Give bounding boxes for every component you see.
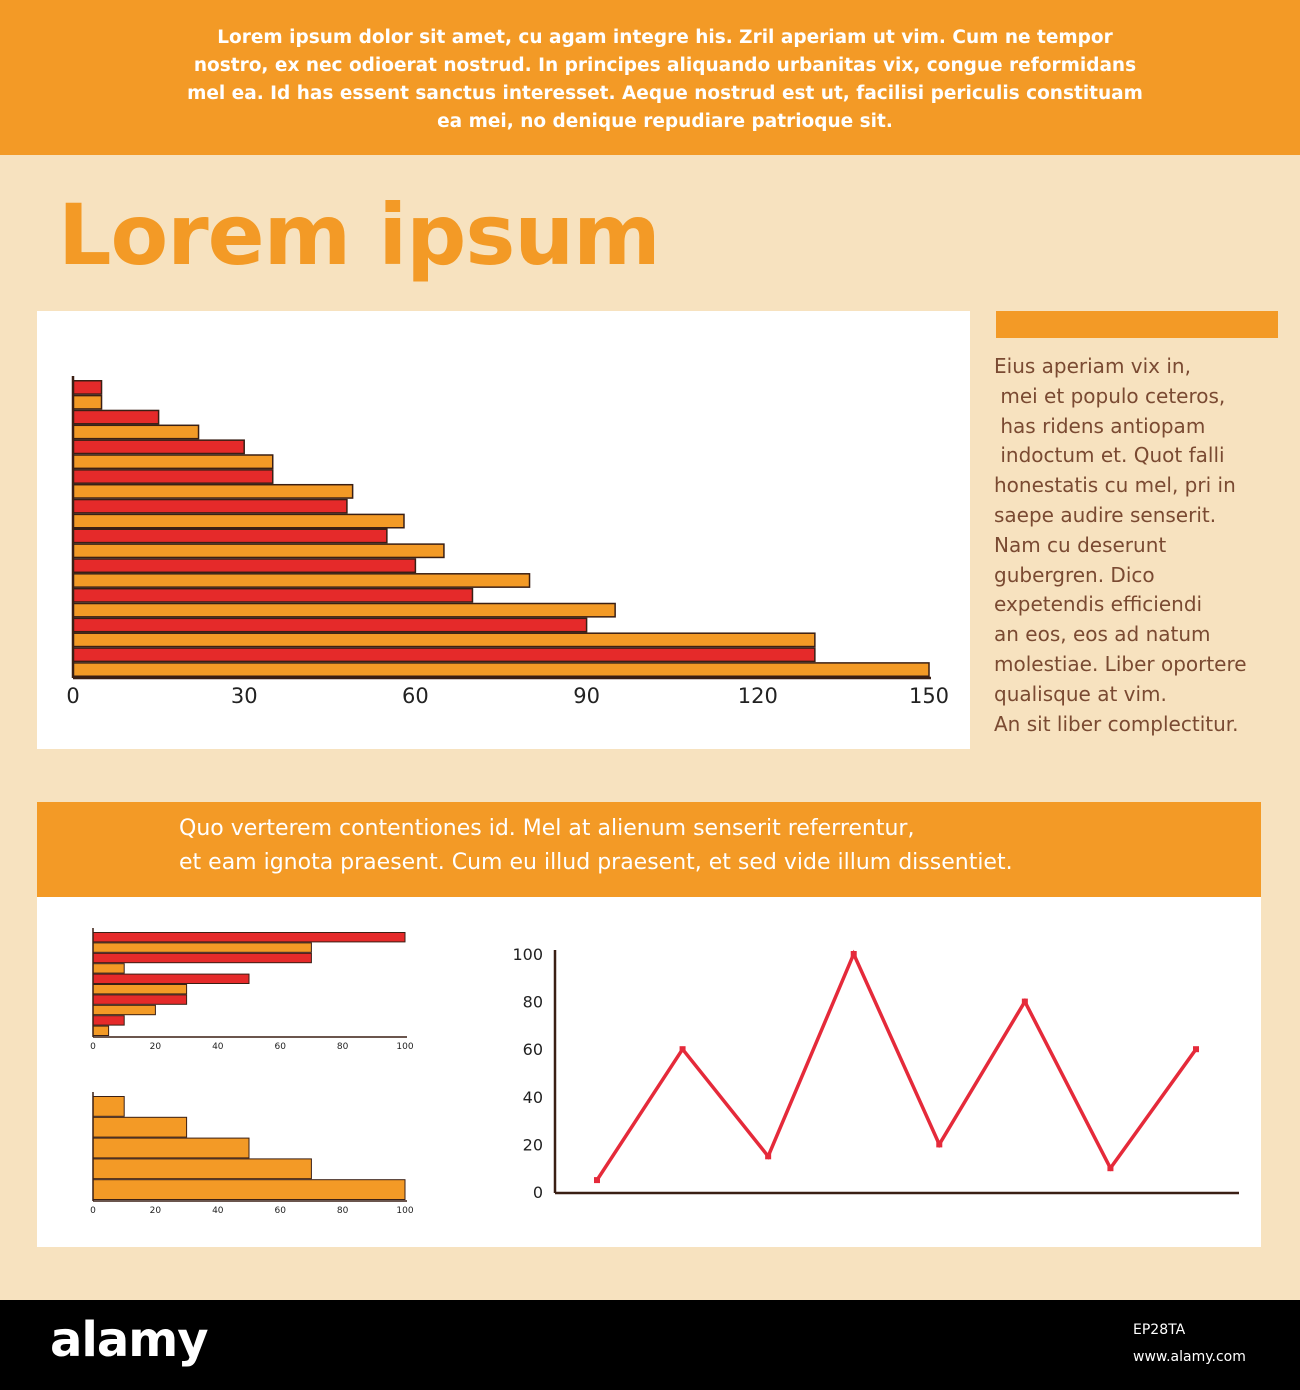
sidebar-line: has ridens antiopam (994, 413, 1206, 438)
bar (72, 454, 274, 470)
mid-banner (37, 802, 1261, 897)
data-point (850, 951, 857, 957)
y-tick-label: 60 (523, 1040, 543, 1059)
x-tick-label: 40 (212, 1206, 224, 1216)
small-bar-chart-top: 0 20 40 60 80 100 (90, 928, 414, 1052)
sidebar-line: An sit liber complectitur. (994, 711, 1239, 736)
x-tick-label: 40 (212, 1042, 224, 1052)
sidebar-line: Eius aperiam vix in, (994, 354, 1191, 378)
bar (92, 952, 312, 964)
sidebar-accent-bar (996, 311, 1278, 338)
sidebar-line: an eos, eos ad natum (994, 622, 1211, 647)
bar (92, 1096, 125, 1117)
x-tick-label: 30 (231, 684, 258, 708)
footer-logo: alamy (50, 1312, 209, 1368)
sidebar-line: honestatis cu mel, pri in (994, 473, 1236, 498)
x-tick-label: 60 (402, 684, 429, 708)
x-tick-label: 120 (738, 684, 778, 708)
data-point (936, 1141, 943, 1148)
series-line (595, 949, 1198, 1182)
x-tick-label: 0 (90, 1042, 96, 1052)
mid-banner-line-1: Quo verterem contentiones id. Mel at ali… (179, 816, 915, 841)
bar (92, 984, 188, 995)
bar (92, 1179, 406, 1200)
bar (92, 994, 188, 1005)
bar (72, 380, 103, 395)
sidebar-line: gubergren. Dico (994, 562, 1155, 587)
bar (72, 483, 354, 499)
sidebar-text: Eius aperiam vix in, mei et populo ceter… (994, 352, 1294, 739)
bar (72, 424, 200, 440)
banner-text: Lorem ipsum dolor sit amet, cu agam inte… (187, 27, 1143, 132)
data-point (765, 1153, 772, 1160)
bar (72, 543, 445, 559)
bar (92, 1015, 125, 1026)
x-tick-label: 60 (274, 1042, 286, 1052)
bar (72, 513, 405, 529)
sidebar-line: expetendis efficiendi (994, 592, 1203, 617)
x-tick-label: 20 (150, 1042, 162, 1052)
bar (72, 558, 417, 574)
bar (72, 602, 616, 618)
bar (92, 1137, 250, 1159)
y-tick-label: 20 (523, 1135, 543, 1154)
x-tick-label: 0 (90, 1206, 96, 1216)
y-tick-label: 40 (523, 1088, 543, 1107)
x-tick-label: 100 (396, 1206, 413, 1216)
x-tick-label: 0 (66, 684, 79, 708)
sidebar-line: mei et populo ceteros, (994, 383, 1226, 408)
data-point (679, 1046, 686, 1053)
bar (72, 647, 816, 663)
bar (72, 439, 245, 455)
bar (92, 1025, 110, 1036)
small-bar-chart-bottom: 0 20 40 60 80 100 (90, 1092, 414, 1216)
data-point (1021, 998, 1028, 1005)
data-point (594, 1177, 600, 1184)
x-tick-label: 150 (909, 684, 949, 708)
bar (92, 1158, 312, 1180)
sidebar-line: indoctum et. Quot falli (994, 443, 1225, 468)
sidebar-line: molestiae. Liber oportere (994, 651, 1247, 676)
bar (92, 932, 406, 943)
x-tick-label: 20 (150, 1206, 162, 1216)
bar (92, 1004, 156, 1016)
bar (72, 662, 930, 677)
x-tick-label: 60 (274, 1206, 286, 1216)
bar (72, 409, 160, 425)
sidebar-line: qualisque at vim. (994, 681, 1167, 706)
sidebar-line: saepe audire senserit. (994, 502, 1217, 527)
mid-banner-text: Quo verterem contentiones id. Mel at ali… (179, 812, 1239, 880)
bar (72, 587, 474, 603)
data-point (1107, 1165, 1114, 1172)
bar (92, 963, 125, 974)
bar (72, 617, 588, 633)
page-title: Lorem ipsum (58, 186, 661, 284)
sidebar-line: Nam cu deserunt (994, 532, 1167, 557)
footer-url: www.alamy.com (1133, 1349, 1246, 1365)
y-tick-label: 0 (533, 1183, 543, 1202)
bar (72, 573, 531, 588)
y-tick-label: 100 (512, 945, 543, 964)
x-tick-label: 80 (337, 1042, 349, 1052)
top-banner (0, 0, 1300, 155)
x-tick-label: 80 (337, 1206, 349, 1216)
footer (0, 1300, 1300, 1390)
bar (72, 469, 274, 484)
bar (72, 528, 388, 544)
bar (92, 942, 312, 953)
bar (92, 1116, 188, 1138)
footer-image-id: EP28TA (1133, 1322, 1186, 1338)
y-tick-label: 80 (523, 993, 543, 1012)
bar (72, 498, 348, 514)
data-point (1193, 1046, 1199, 1053)
bar (72, 632, 816, 648)
bar (72, 394, 103, 410)
mid-banner-line-2: et eam ignota praesent. Cum eu illud pra… (179, 850, 1013, 875)
x-tick-label: 90 (573, 684, 600, 708)
x-tick-label: 100 (396, 1042, 413, 1052)
bar (92, 973, 250, 984)
line-chart: 0 20 40 60 80 100 (512, 945, 1239, 1202)
main-bar-chart: 0 30 60 90 120 150 (66, 376, 949, 708)
